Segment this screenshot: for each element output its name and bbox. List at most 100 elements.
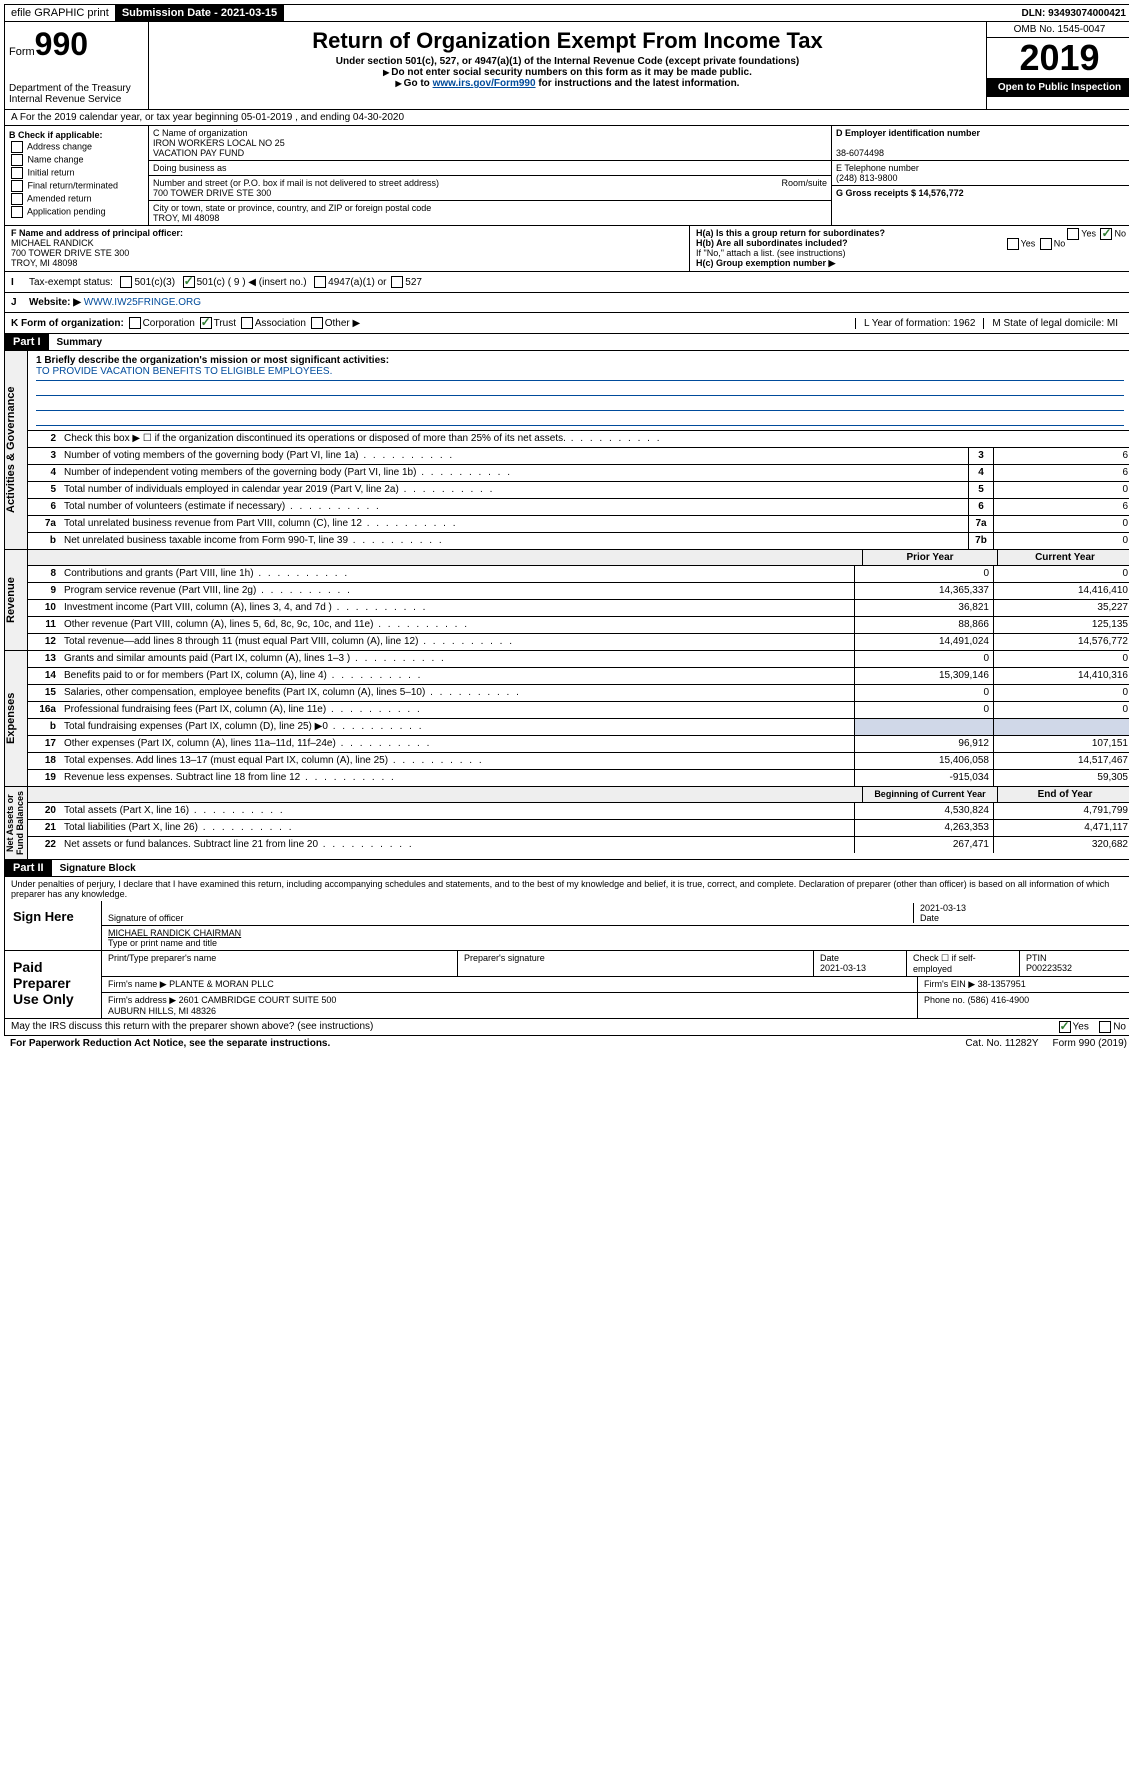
cb-501c[interactable] bbox=[183, 276, 195, 288]
part2-title: Signature Block bbox=[52, 861, 144, 876]
part1-tag: Part I bbox=[5, 334, 49, 350]
line-19: 19Revenue less expenses. Subtract line 1… bbox=[28, 770, 1129, 786]
cb-final-return[interactable]: Final return/terminated bbox=[9, 180, 144, 192]
cb-corp[interactable] bbox=[129, 317, 141, 329]
officer-h-row: F Name and address of principal officer:… bbox=[4, 226, 1129, 272]
print-name-label: Type or print name and title bbox=[108, 938, 217, 948]
cb-527[interactable] bbox=[391, 276, 403, 288]
website-row: J Website: ▶ WWW.IW25FRINGE.ORG bbox=[4, 293, 1129, 313]
website-label: Website: ▶ bbox=[29, 297, 81, 308]
firm-ein: 38-1357951 bbox=[978, 979, 1026, 989]
line-10: 10Investment income (Part VIII, column (… bbox=[28, 600, 1129, 617]
status-label: Tax-exempt status: bbox=[29, 277, 113, 288]
city-state-zip: TROY, MI 48098 bbox=[153, 213, 219, 223]
vtab-governance: Activities & Governance bbox=[5, 351, 28, 549]
cb-other[interactable] bbox=[311, 317, 323, 329]
hc-label: H(c) Group exemption number ▶ bbox=[696, 258, 835, 268]
discuss-row: May the IRS discuss this return with the… bbox=[4, 1019, 1129, 1036]
form-ref: Form 990 (2019) bbox=[1053, 1038, 1127, 1049]
vtab-revenue: Revenue bbox=[5, 550, 28, 650]
website-link[interactable]: WWW.IW25FRINGE.ORG bbox=[84, 297, 201, 308]
revenue-block: Revenue Prior Year Current Year 8Contrib… bbox=[4, 550, 1129, 651]
gross-receipts: G Gross receipts $ 14,576,772 bbox=[836, 188, 964, 198]
penalty-text: Under penalties of perjury, I declare th… bbox=[5, 877, 1129, 901]
sign-here-label: Sign Here bbox=[5, 901, 102, 950]
dln: DLN: 93493074000421 bbox=[1015, 6, 1129, 21]
section-b-label: B Check if applicable: bbox=[9, 130, 103, 140]
footer-note: For Paperwork Reduction Act Notice, see … bbox=[4, 1036, 1129, 1051]
dept-label: Department of the Treasury Internal Reve… bbox=[9, 83, 144, 105]
cb-4947[interactable] bbox=[314, 276, 326, 288]
form-title: Return of Organization Exempt From Incom… bbox=[153, 28, 982, 54]
form-subtitle: Under section 501(c), 527, or 4947(a)(1)… bbox=[153, 56, 982, 67]
ssn-note: Do not enter social security numbers on … bbox=[153, 67, 982, 78]
line-21: 21Total liabilities (Part X, line 26)4,2… bbox=[28, 820, 1129, 837]
kform-row: K Form of organization: Corporation Trus… bbox=[4, 313, 1129, 334]
line-11: 11Other revenue (Part VIII, column (A), … bbox=[28, 617, 1129, 634]
efile-label[interactable]: efile GRAPHIC print bbox=[5, 5, 116, 21]
self-emp-h: Check ☐ if self-employed bbox=[907, 951, 1020, 976]
vtab-netassets: Net Assets or Fund Balances bbox=[5, 787, 28, 859]
hb-label: H(b) Are all subordinates included? bbox=[696, 238, 848, 248]
goto-note: Go to www.irs.gov/Form990 for instructio… bbox=[153, 78, 982, 89]
cb-app-pending[interactable]: Application pending bbox=[9, 206, 144, 218]
cb-assoc[interactable] bbox=[241, 317, 253, 329]
mission-text: TO PROVIDE VACATION BENEFITS TO ELIGIBLE… bbox=[36, 366, 1124, 381]
ein-value: 38-6074498 bbox=[836, 148, 884, 158]
form-number: Form990 bbox=[9, 26, 144, 63]
phone-value: (248) 813-9800 bbox=[836, 173, 898, 183]
cb-trust[interactable] bbox=[200, 317, 212, 329]
part2-header: Part II Signature Block bbox=[4, 860, 1129, 877]
ha-label: H(a) Is this a group return for subordin… bbox=[696, 228, 885, 238]
submission-date: Submission Date - 2021-03-15 bbox=[116, 5, 284, 21]
cb-address-change[interactable]: Address change bbox=[9, 141, 144, 153]
part1-title: Summary bbox=[49, 335, 111, 350]
tax-status-row: I Tax-exempt status: 501(c)(3) 501(c) ( … bbox=[4, 272, 1129, 293]
mission-q: 1 Briefly describe the organization's mi… bbox=[36, 355, 389, 366]
line-3: 3Number of voting members of the governi… bbox=[28, 448, 1129, 465]
street-address: 700 TOWER DRIVE STE 300 bbox=[153, 188, 271, 198]
state-domicile: M State of legal domicile: MI bbox=[983, 318, 1126, 329]
signature-section: Under penalties of perjury, I declare th… bbox=[4, 877, 1129, 1019]
inspection-badge: Open to Public Inspection bbox=[987, 78, 1129, 97]
form990-link[interactable]: www.irs.gov/Form990 bbox=[433, 78, 536, 89]
ptin: P00223532 bbox=[1026, 963, 1072, 973]
officer-name: MICHAEL RANDICK bbox=[11, 238, 94, 248]
line-15: 15Salaries, other compensation, employee… bbox=[28, 685, 1129, 702]
governance-block: Activities & Governance 1 Briefly descri… bbox=[4, 351, 1129, 550]
paperwork-note: For Paperwork Reduction Act Notice, see … bbox=[10, 1038, 330, 1049]
cat-no: Cat. No. 11282Y bbox=[965, 1038, 1038, 1049]
sig-date: 2021-03-13 bbox=[920, 903, 966, 913]
end-year-header: End of Year bbox=[997, 787, 1129, 802]
ein-label: D Employer identification number bbox=[836, 128, 980, 138]
top-bar: efile GRAPHIC print Submission Date - 20… bbox=[4, 4, 1129, 22]
officer-label: F Name and address of principal officer: bbox=[11, 228, 183, 238]
officer-addr2: TROY, MI 48098 bbox=[11, 258, 77, 268]
dba-label: Doing business as bbox=[149, 161, 831, 176]
paid-preparer-label: Paid Preparer Use Only bbox=[5, 951, 102, 1018]
section-bcd: B Check if applicable: Address change Na… bbox=[4, 126, 1129, 226]
line-17: 17Other expenses (Part IX, column (A), l… bbox=[28, 736, 1129, 753]
cb-name-change[interactable]: Name change bbox=[9, 154, 144, 166]
cb-501c3[interactable] bbox=[120, 276, 132, 288]
line-2: 2Check this box ▶ ☐ if the organization … bbox=[28, 431, 1129, 448]
cb-amended[interactable]: Amended return bbox=[9, 193, 144, 205]
line-b: bNet unrelated business taxable income f… bbox=[28, 533, 1129, 549]
firm-name: PLANTE & MORAN PLLC bbox=[169, 979, 274, 989]
discuss-yes[interactable] bbox=[1059, 1021, 1071, 1033]
line-22: 22Net assets or fund balances. Subtract … bbox=[28, 837, 1129, 853]
prep-date: 2021-03-13 bbox=[820, 963, 866, 973]
discuss-no[interactable] bbox=[1099, 1021, 1111, 1033]
line-20: 20Total assets (Part X, line 16)4,530,82… bbox=[28, 803, 1129, 820]
line-12: 12Total revenue—add lines 8 through 11 (… bbox=[28, 634, 1129, 650]
officer-printed-name: MICHAEL RANDICK CHAIRMAN bbox=[108, 928, 241, 938]
kform-label: K Form of organization: bbox=[11, 318, 124, 329]
sig-officer-label: Signature of officer bbox=[108, 913, 183, 923]
cb-initial-return[interactable]: Initial return bbox=[9, 167, 144, 179]
date-label: Date bbox=[920, 913, 939, 923]
discuss-q: May the IRS discuss this return with the… bbox=[11, 1021, 373, 1033]
line-18: 18Total expenses. Add lines 13–17 (must … bbox=[28, 753, 1129, 770]
row-a-period: A For the 2019 calendar year, or tax yea… bbox=[4, 110, 1129, 126]
ha-no-checked[interactable] bbox=[1100, 228, 1112, 240]
prior-year-header: Prior Year bbox=[862, 550, 997, 565]
